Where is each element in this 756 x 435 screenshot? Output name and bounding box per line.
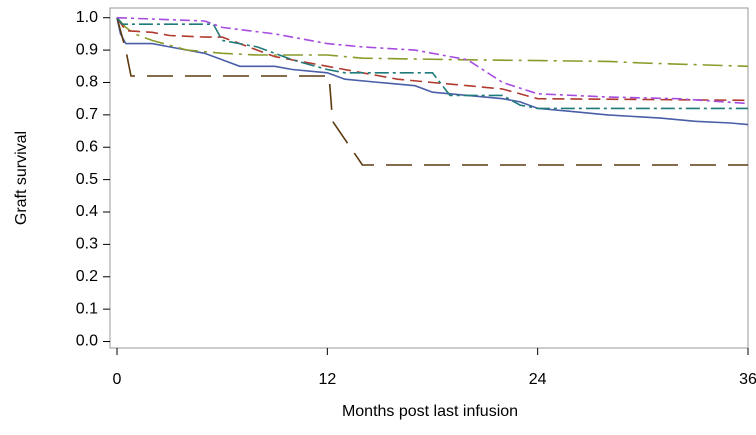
- y-tick-label: 0.0: [76, 333, 98, 350]
- y-tick-label: 0.6: [76, 138, 98, 155]
- y-tick-label: 0.2: [76, 268, 98, 285]
- survival-curve: [116, 17, 749, 102]
- x-tick-label: 0: [113, 371, 122, 388]
- x-axis-label: Months post last infusion: [342, 403, 518, 420]
- y-tick-label: 0.3: [76, 236, 98, 253]
- y-tick-label: 0.7: [76, 106, 98, 123]
- survival-curve: [116, 17, 748, 166]
- y-tick-label: 0.9: [76, 41, 98, 58]
- survival-curve: [116, 16, 749, 105]
- y-tick-label: 0.1: [76, 300, 98, 317]
- y-axis-label: Graft survival: [13, 131, 30, 225]
- x-tick-label: 12: [318, 371, 336, 388]
- survival-curve: [116, 17, 748, 110]
- x-tick-label: 24: [529, 371, 547, 388]
- plot-frame: [109, 7, 749, 349]
- survival-curve: [116, 17, 749, 126]
- y-tick-label: 0.5: [76, 171, 98, 188]
- y-tick-label: 0.4: [76, 203, 98, 220]
- y-tick-label: 1.0: [76, 9, 98, 26]
- y-tick-label: 0.8: [76, 74, 98, 91]
- survival-curve: [116, 17, 749, 68]
- x-tick-label: 36: [739, 371, 756, 388]
